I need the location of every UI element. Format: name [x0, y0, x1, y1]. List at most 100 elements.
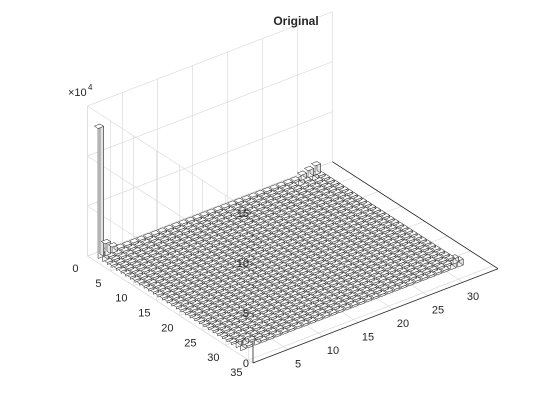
bar [284, 216, 295, 224]
bar [305, 265, 315, 273]
bar [274, 267, 285, 275]
bar [379, 227, 390, 235]
bar [318, 274, 329, 282]
bar [254, 218, 265, 226]
bar [260, 301, 271, 309]
bar [274, 310, 285, 318]
bar [236, 329, 247, 337]
bar [267, 298, 278, 306]
bar [224, 220, 235, 228]
bar [335, 263, 346, 271]
grid-line [87, 111, 333, 207]
bar [393, 250, 404, 258]
bar [288, 319, 298, 327]
bar [214, 271, 225, 279]
bar [204, 294, 215, 302]
bar [242, 246, 253, 254]
bar [453, 256, 464, 268]
bar [290, 176, 300, 184]
bar [131, 246, 142, 254]
bar [306, 193, 316, 201]
bar [248, 192, 258, 200]
bar [260, 287, 271, 295]
bar [280, 227, 290, 235]
x-axis-line [252, 268, 499, 364]
bar [262, 324, 273, 332]
bar [290, 313, 301, 321]
bar [230, 260, 241, 268]
bar [274, 296, 285, 304]
bar [293, 236, 304, 244]
bar [282, 236, 293, 244]
bar [361, 229, 372, 237]
bar [276, 304, 287, 312]
bar [244, 298, 255, 306]
bar [293, 279, 304, 287]
bar [288, 305, 299, 313]
bar [147, 278, 157, 286]
bar [435, 248, 446, 256]
bar [260, 330, 270, 338]
bar [186, 311, 196, 319]
bar [212, 263, 223, 271]
bar [274, 281, 285, 289]
bar [275, 210, 286, 218]
bar [384, 215, 395, 223]
bar [177, 276, 188, 284]
bar [158, 293, 169, 301]
bar [203, 242, 214, 250]
bar [163, 253, 174, 261]
bar [262, 310, 273, 318]
bar [303, 242, 313, 250]
bar [411, 262, 422, 270]
bar [191, 256, 202, 264]
bar [228, 252, 239, 260]
bar [331, 188, 342, 196]
bar [289, 219, 300, 227]
bar [221, 297, 231, 305]
bar [228, 295, 238, 303]
bar [305, 251, 316, 259]
bar [261, 258, 271, 266]
bar [268, 198, 279, 206]
bar [161, 230, 172, 238]
bar [342, 231, 353, 240]
bar [210, 211, 221, 219]
bar [349, 214, 360, 223]
bar [207, 260, 218, 268]
bar [124, 263, 134, 271]
bar [375, 224, 386, 232]
bar [112, 249, 123, 257]
bar [163, 296, 173, 304]
bar [280, 213, 291, 221]
bar [147, 264, 158, 272]
bar [147, 250, 158, 258]
bar [419, 245, 429, 253]
bar [161, 259, 172, 267]
bar [299, 319, 310, 327]
bar [195, 288, 206, 296]
bar [143, 232, 153, 240]
bar [280, 184, 291, 192]
bar [238, 229, 249, 237]
bar [249, 244, 260, 252]
bar [216, 280, 227, 288]
bar [382, 221, 393, 229]
bar [337, 243, 348, 251]
bar [358, 235, 369, 243]
bar [247, 221, 258, 229]
bar [235, 235, 246, 243]
bar [253, 275, 264, 283]
bar [220, 312, 231, 320]
bar [228, 280, 239, 288]
bar [416, 250, 427, 258]
bar [172, 302, 183, 310]
bar [363, 223, 374, 231]
bar [428, 265, 438, 273]
bar [186, 253, 197, 262]
bar [439, 265, 450, 273]
bars [94, 123, 464, 351]
bar [285, 201, 295, 210]
bar [103, 257, 114, 265]
bar [272, 287, 283, 295]
